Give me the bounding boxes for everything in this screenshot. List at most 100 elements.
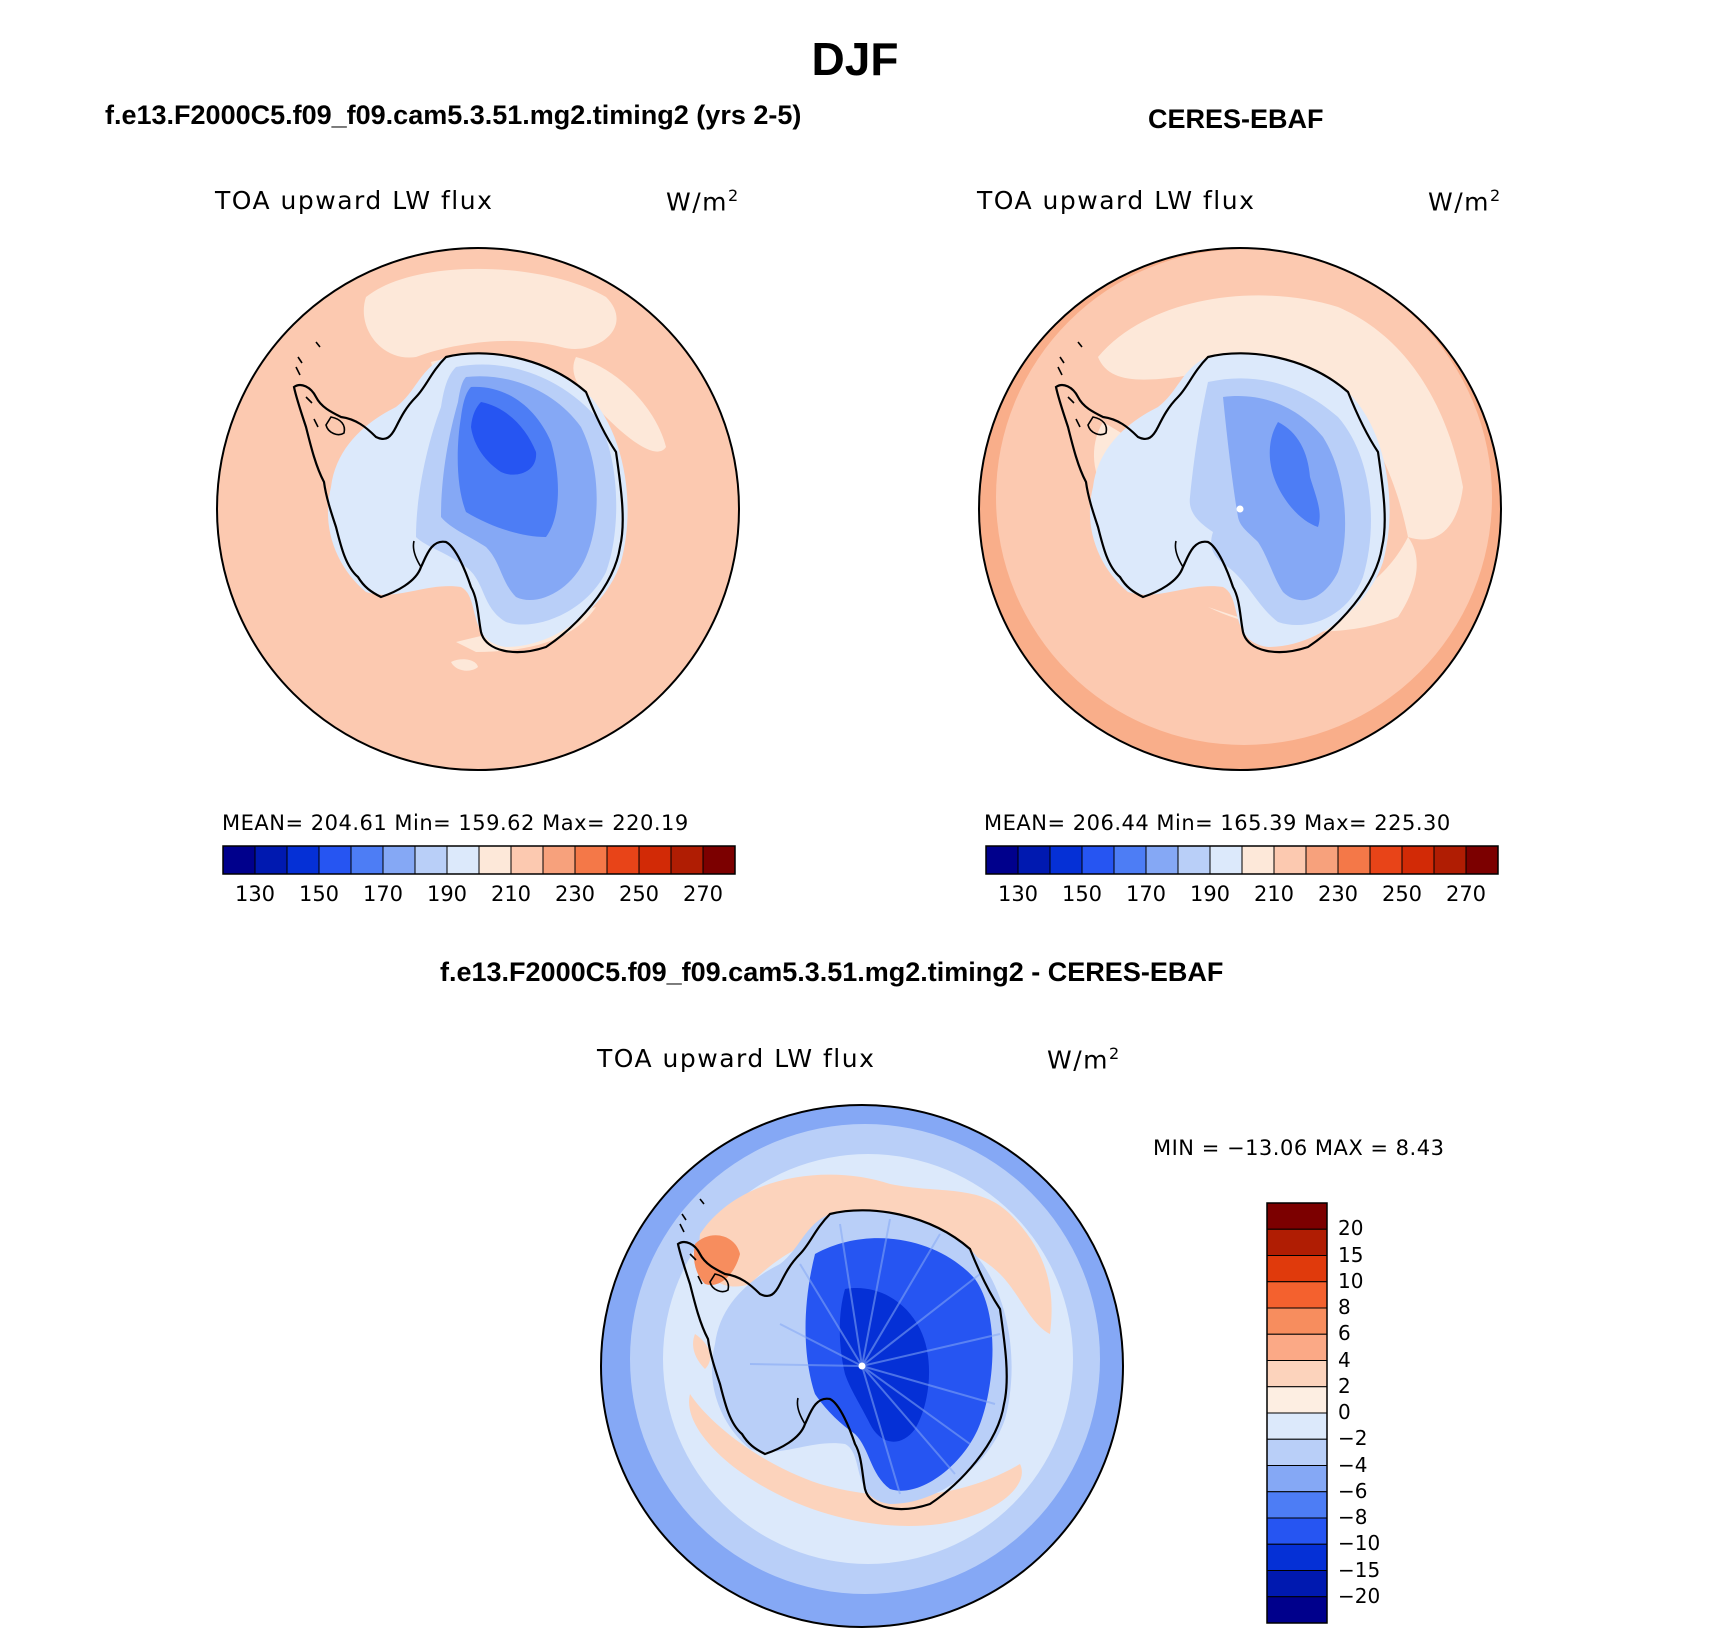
colorbar-swatch <box>1266 1386 1328 1414</box>
colorbar-tick-label: 8 <box>1338 1295 1351 1319</box>
colorbar-swatch <box>1266 1491 1328 1519</box>
colorbar-tick-label: 2 <box>1338 1373 1351 1398</box>
colorbar-swatch <box>222 845 256 875</box>
colorbar-swatch <box>286 845 320 875</box>
colorbar-tick-label: 190 <box>426 882 468 906</box>
diff-polar-map <box>600 1104 1124 1628</box>
model-case-title: f.e13.F2000C5.f09_f09.cam5.3.51.mg2.timi… <box>105 100 802 130</box>
colorbar-tick-label: 130 <box>997 882 1039 906</box>
diff-colorbar <box>1266 1202 1328 1624</box>
colorbar-swatch <box>510 845 544 875</box>
colorbar-tick-label: 230 <box>554 882 596 906</box>
colorbar-tick-label: 0 <box>1338 1400 1351 1424</box>
diff-stats: MIN = −13.06 MAX = 8.43 <box>1153 1136 1445 1160</box>
colorbar-tick-label: 4 <box>1338 1347 1351 1372</box>
colorbar-swatch <box>1305 845 1339 875</box>
model-units-label: W/m2 <box>666 186 740 217</box>
colorbar-swatch <box>350 845 384 875</box>
colorbar-tick-label: −15 <box>1338 1557 1381 1582</box>
colorbar-tick-label: −20 <box>1338 1583 1381 1608</box>
colorbar-swatch <box>1241 845 1275 875</box>
colorbar-swatch <box>1266 1543 1328 1571</box>
colorbar-swatch <box>542 845 576 875</box>
colorbar-tick-label: 15 <box>1338 1242 1364 1267</box>
colorbar-swatch <box>574 845 608 875</box>
colorbar-tick-label: 210 <box>490 882 532 906</box>
model-stats: MEAN= 204.61 Min= 159.62 Max= 220.19 <box>222 811 689 835</box>
model-variable-label: TOA upward LW flux <box>215 186 494 215</box>
colorbar-swatch <box>382 845 416 875</box>
colorbar-swatch <box>638 845 672 875</box>
model-polar-map <box>216 247 740 771</box>
colorbar-tick-label: −10 <box>1338 1531 1381 1556</box>
figure-title: DJF <box>811 33 899 85</box>
model-colorbar <box>222 845 736 875</box>
colorbar-swatch <box>1465 845 1499 875</box>
colorbar-swatch <box>670 845 704 875</box>
colorbar-swatch <box>1266 1412 1328 1440</box>
colorbar-swatch <box>1113 845 1147 875</box>
diff-units-label: W/m2 <box>1047 1044 1121 1075</box>
colorbar-tick-label: −8 <box>1338 1505 1368 1529</box>
colorbar-tick-label: −4 <box>1338 1452 1368 1477</box>
colorbar-swatch <box>414 845 448 875</box>
colorbar-swatch <box>1266 1307 1328 1335</box>
colorbar-tick-label: 6 <box>1338 1321 1351 1346</box>
colorbar-swatch <box>1273 845 1307 875</box>
colorbar-tick-label: 230 <box>1317 882 1359 906</box>
colorbar-swatch <box>1177 845 1211 875</box>
colorbar-swatch <box>1369 845 1403 875</box>
colorbar-swatch <box>1266 1228 1328 1256</box>
colorbar-swatch <box>1266 1465 1328 1493</box>
obs-stats: MEAN= 206.44 Min= 165.39 Max= 225.30 <box>984 811 1451 835</box>
colorbar-swatch <box>1266 1570 1328 1598</box>
colorbar-swatch <box>1401 845 1435 875</box>
colorbar-swatch <box>1266 1255 1328 1283</box>
colorbar-swatch <box>1209 845 1243 875</box>
colorbar-tick-label: 210 <box>1253 882 1295 906</box>
colorbar-swatch <box>478 845 512 875</box>
colorbar-swatch <box>254 845 288 875</box>
colorbar-swatch <box>446 845 480 875</box>
colorbar-swatch <box>1266 1281 1328 1309</box>
colorbar-swatch <box>985 845 1019 875</box>
colorbar-tick-label: 270 <box>682 882 724 906</box>
colorbar-swatch <box>1081 845 1115 875</box>
colorbar-tick-label: −6 <box>1338 1478 1368 1503</box>
colorbar-tick-label: 150 <box>1061 882 1103 906</box>
diff-case-title: f.e13.F2000C5.f09_f09.cam5.3.51.mg2.timi… <box>440 957 1224 987</box>
colorbar-tick-label: 170 <box>362 882 404 906</box>
colorbar-tick-label: 250 <box>618 882 660 906</box>
colorbar-tick-label: 170 <box>1125 882 1167 906</box>
colorbar-swatch <box>1337 845 1371 875</box>
colorbar-tick-label: 130 <box>234 882 276 906</box>
colorbar-tick-label: 150 <box>298 882 340 906</box>
colorbar-swatch <box>1017 845 1051 875</box>
obs-case-title: CERES-EBAF <box>1148 104 1324 134</box>
colorbar-swatch <box>1266 1596 1328 1624</box>
colorbar-swatch <box>1266 1360 1328 1388</box>
diff-variable-label: TOA upward LW flux <box>597 1044 876 1073</box>
colorbar-tick-label: 20 <box>1338 1216 1364 1241</box>
colorbar-tick-label: 270 <box>1445 882 1487 906</box>
colorbar-tick-label: −2 <box>1338 1426 1368 1451</box>
obs-polar-map <box>978 247 1502 771</box>
colorbar-tick-label: 250 <box>1381 882 1423 906</box>
colorbar-swatch <box>606 845 640 875</box>
diff-radial-streaks <box>749 1218 1001 1495</box>
colorbar-swatch <box>1266 1517 1328 1545</box>
colorbar-swatch <box>1266 1438 1328 1466</box>
colorbar-swatch <box>1433 845 1467 875</box>
colorbar-swatch <box>1266 1333 1328 1361</box>
obs-variable-label: TOA upward LW flux <box>977 186 1256 215</box>
model-light-band <box>363 268 617 358</box>
colorbar-tick-label: 190 <box>1189 882 1231 906</box>
obs-colorbar <box>985 845 1499 875</box>
colorbar-tick-label: 10 <box>1338 1268 1364 1293</box>
colorbar-swatch <box>1266 1202 1328 1230</box>
colorbar-swatch <box>318 845 352 875</box>
colorbar-swatch <box>702 845 736 875</box>
colorbar-swatch <box>1145 845 1179 875</box>
colorbar-swatch <box>1049 845 1083 875</box>
obs-units-label: W/m2 <box>1428 186 1502 217</box>
